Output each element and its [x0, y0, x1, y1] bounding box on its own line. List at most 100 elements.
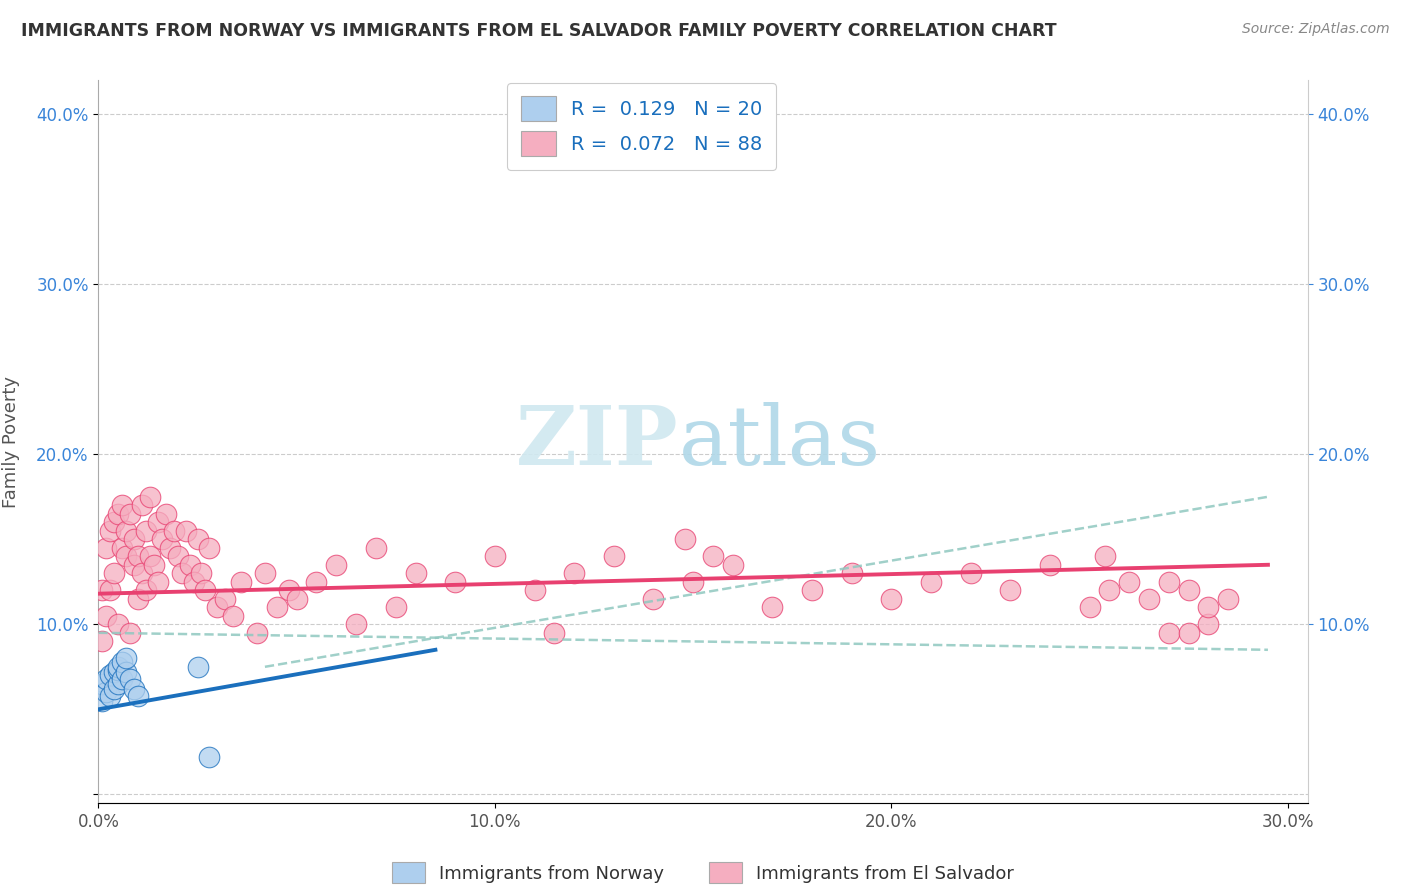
Point	[103, 681, 125, 696]
Point	[107, 663, 129, 677]
Point	[444, 574, 467, 589]
Point	[1000, 583, 1022, 598]
Point	[1198, 617, 1220, 632]
Point	[107, 617, 129, 632]
Text: ZIP: ZIP	[516, 401, 679, 482]
Point	[1039, 558, 1062, 572]
Point	[111, 672, 134, 686]
Point	[959, 566, 981, 581]
Point	[111, 498, 134, 512]
Point	[194, 583, 217, 598]
Point	[405, 566, 427, 581]
Point	[364, 541, 387, 555]
Point	[96, 685, 118, 699]
Point	[127, 689, 149, 703]
Point	[801, 583, 824, 598]
Point	[277, 583, 299, 598]
Point	[186, 533, 208, 547]
Point	[120, 507, 142, 521]
Point	[142, 558, 165, 572]
Point	[231, 574, 253, 589]
Point	[127, 549, 149, 564]
Point	[115, 665, 138, 679]
Point	[103, 516, 125, 530]
Point	[122, 533, 145, 547]
Point	[122, 558, 145, 572]
Point	[122, 681, 145, 696]
Point	[98, 689, 121, 703]
Text: atlas: atlas	[679, 401, 882, 482]
Point	[98, 583, 121, 598]
Point	[222, 608, 245, 623]
Point	[163, 524, 186, 538]
Point	[543, 625, 565, 640]
Point	[91, 634, 114, 648]
Point	[721, 558, 744, 572]
Point	[107, 677, 129, 691]
Point	[170, 566, 193, 581]
Point	[146, 516, 169, 530]
Point	[761, 600, 783, 615]
Point	[98, 668, 121, 682]
Point	[174, 524, 197, 538]
Point	[91, 677, 114, 691]
Point	[183, 574, 205, 589]
Point	[103, 566, 125, 581]
Point	[562, 566, 585, 581]
Point	[146, 574, 169, 589]
Point	[1118, 574, 1140, 589]
Point	[325, 558, 347, 572]
Point	[166, 549, 188, 564]
Point	[139, 490, 162, 504]
Point	[673, 533, 696, 547]
Point	[103, 665, 125, 679]
Point	[115, 651, 138, 665]
Point	[702, 549, 724, 564]
Text: IMMIGRANTS FROM NORWAY VS IMMIGRANTS FROM EL SALVADOR FAMILY POVERTY CORRELATION: IMMIGRANTS FROM NORWAY VS IMMIGRANTS FRO…	[21, 22, 1057, 40]
Point	[96, 541, 118, 555]
Point	[1094, 549, 1116, 564]
Point	[159, 541, 181, 555]
Point	[98, 524, 121, 538]
Point	[603, 549, 626, 564]
Point	[131, 566, 153, 581]
Point	[841, 566, 863, 581]
Point	[1157, 574, 1180, 589]
Point	[920, 574, 942, 589]
Point	[198, 541, 221, 555]
Point	[107, 507, 129, 521]
Point	[285, 591, 308, 606]
Point	[131, 498, 153, 512]
Point	[1137, 591, 1160, 606]
Point	[344, 617, 367, 632]
Point	[523, 583, 546, 598]
Point	[880, 591, 903, 606]
Point	[135, 524, 157, 538]
Point	[384, 600, 406, 615]
Point	[305, 574, 328, 589]
Point	[179, 558, 201, 572]
Point	[186, 660, 208, 674]
Point	[107, 660, 129, 674]
Point	[1078, 600, 1101, 615]
Point	[214, 591, 236, 606]
Point	[682, 574, 704, 589]
Point	[139, 549, 162, 564]
Point	[1198, 600, 1220, 615]
Point	[135, 583, 157, 598]
Y-axis label: Family Poverty: Family Poverty	[1, 376, 20, 508]
Point	[198, 750, 221, 764]
Point	[1157, 625, 1180, 640]
Legend: Immigrants from Norway, Immigrants from El Salvador: Immigrants from Norway, Immigrants from …	[385, 855, 1021, 890]
Point	[91, 694, 114, 708]
Point	[127, 591, 149, 606]
Point	[91, 583, 114, 598]
Point	[643, 591, 665, 606]
Point	[150, 533, 173, 547]
Point	[266, 600, 288, 615]
Point	[115, 549, 138, 564]
Point	[190, 566, 212, 581]
Point	[253, 566, 276, 581]
Point	[484, 549, 506, 564]
Point	[120, 672, 142, 686]
